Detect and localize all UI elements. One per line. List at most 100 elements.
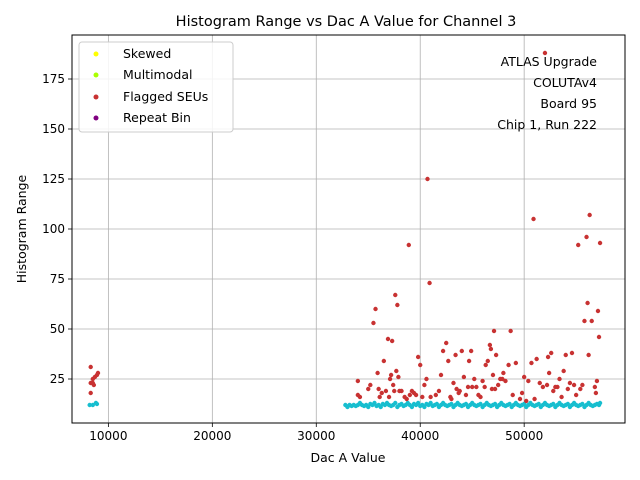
x-axis-label: Dac A Value [311,450,386,465]
flagged-seus-point [565,386,571,392]
flagged-seus-point [392,388,397,394]
flagged-seus-point [544,382,550,388]
flagged-seus-point [596,334,602,340]
annotation-line-1: ATLAS Upgrade [501,54,598,69]
legend-frame [78,41,234,133]
flagged-seus-point [381,358,387,364]
flagged-seus-point [510,392,515,398]
flagged-seus-point [387,376,393,382]
flagged-seus-point [493,352,499,358]
flagged-seus-point [508,328,513,334]
flagged-seus-point [457,388,462,394]
flagged-seus-point [422,382,427,388]
chart-title: Histogram Range vs Dac A Value for Chann… [176,14,517,30]
flagged-seus-point [488,346,494,352]
flagged-seus-point [424,376,429,382]
flagged-seus-point [418,362,423,368]
flagged-seus-point [376,386,381,392]
legend-marker-repeat-bin [93,115,99,121]
flagged-seus-point [573,392,579,398]
flagged-seus-point [446,358,451,364]
flagged-seus-point [407,392,413,398]
flagged-seus-point [597,240,603,246]
unlabeled-point [393,400,398,406]
y-tick-label: 100 [42,222,65,236]
flagged-seus-point [399,388,404,394]
flagged-seus-point [88,390,93,396]
flagged-seus-point [571,382,577,388]
flagged-seus-point [557,376,562,382]
flagged-seus-point [420,394,425,400]
flagged-seus-point [454,386,459,392]
flagged-seus-point [459,348,465,354]
flagged-seus-point [551,388,556,394]
legend-marker-skewed [93,51,99,57]
flagged-seus-point [506,362,511,368]
flagged-seus-point [95,370,101,376]
flagged-seus-point [389,338,395,344]
legend-label-skewed: Skewed [123,46,171,61]
flagged-seus-point [433,392,439,398]
y-axis-label: Histogram Range [14,174,29,283]
x-tick-label: 40000 [401,429,439,443]
flagged-seus-point [461,374,467,380]
flagged-seus-point [404,396,409,402]
flagged-seus-point [366,386,371,392]
legend-label-repeat-bin: Repeat Bin [123,110,191,125]
flagged-seus-point [375,370,380,376]
flagged-seus-point [561,368,566,374]
unlabeled-point [94,401,100,407]
flagged-seus-point [491,328,497,334]
flagged-seus-point [495,382,501,388]
flagged-seus-point [383,388,389,394]
annotation-line-4: Chip 1, Run 222 [497,117,597,132]
points-layer-normal [87,400,603,410]
x-tick-label: 50000 [505,429,543,443]
legend-marker-flagged-seus [93,94,99,100]
flagged-seus-point [444,340,449,346]
flagged-seus-point [589,318,594,324]
flagged-seus-point [545,354,551,360]
flagged-seus-point [531,216,536,222]
flagged-seus-point [582,318,587,324]
flagged-seus-point [500,376,505,382]
y-axis-ticks: 25 50 75 100 125 150 175 [42,72,72,386]
unlabeled-point [597,400,603,406]
flagged-seus-point [451,380,456,386]
unlabeled-point [87,402,92,408]
flagged-seus-point [394,368,399,374]
flagged-seus-point [584,234,589,240]
flagged-seus-point [587,212,592,218]
flagged-seus-point [427,280,432,286]
flagged-seus-point [428,394,433,400]
x-axis-ticks: 10000 20000 30000 40000 50000 [89,423,543,443]
flagged-seus-point [440,348,446,354]
flagged-seus-point [586,352,591,358]
flagged-seus-point [559,394,564,400]
flagged-seus-point [379,390,384,396]
flagged-seus-point [594,378,600,384]
flagged-seus-point [567,380,573,386]
y-tick-label: 125 [42,172,65,186]
legend-label-flagged-seus: Flagged SEUs [123,89,208,104]
flagged-seus-point [517,396,523,402]
flagged-seus-point [469,384,475,390]
flagged-seus-point [563,352,568,358]
flagged-seus-point [489,386,495,392]
flagged-seus-point [580,382,585,388]
flagged-seus-point [355,378,361,384]
flagged-seus-point [482,384,487,390]
flagged-seus-point [368,382,373,388]
flagged-seus-point [388,372,394,378]
flagged-seus-point [490,372,496,378]
annotation-line-2: COLUTAv4 [533,75,597,90]
grid-lines [72,35,625,423]
flagged-seus-point [483,362,488,368]
flagged-seus-point [595,308,601,314]
flagged-seus-point [578,386,583,392]
annotation-line-3: Board 95 [540,96,597,111]
flagged-seus-point [478,394,483,400]
flagged-seus-point [395,302,400,308]
flagged-seus-point [449,396,454,402]
flagged-seus-point [546,370,552,376]
